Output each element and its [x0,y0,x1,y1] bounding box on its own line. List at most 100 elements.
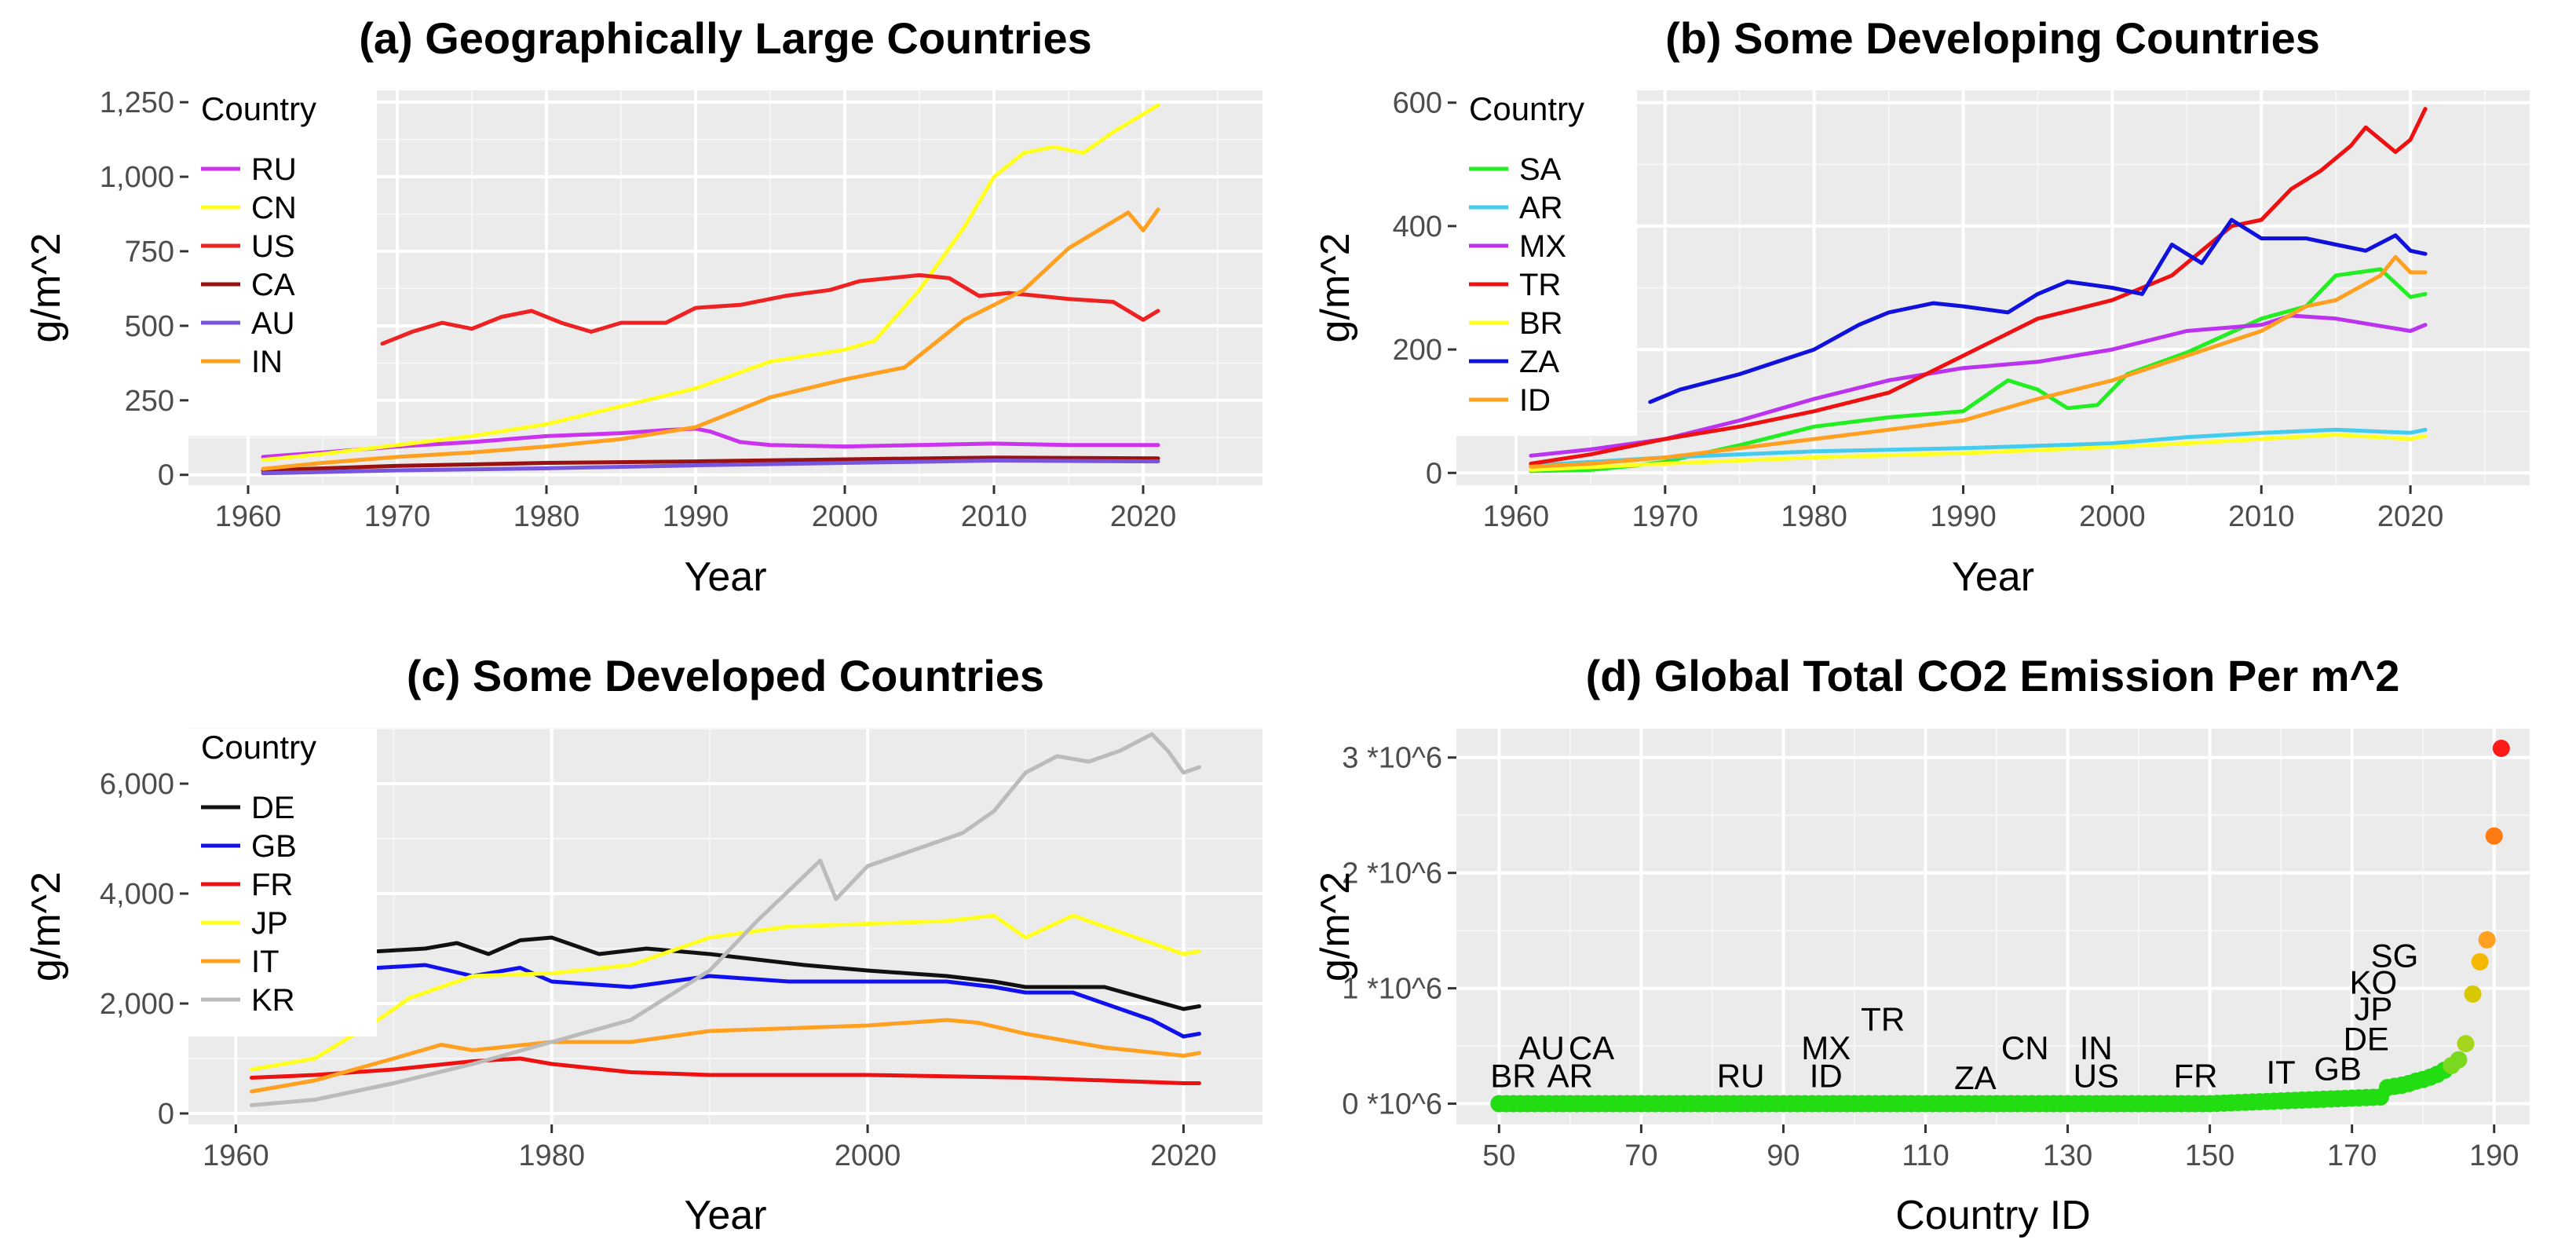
x-axis-label: Year [1952,554,2034,600]
y-tick-label: 1,000 [100,161,174,194]
x-tick-label: 2020 [1150,1139,1217,1172]
chart-title: (d) Global Total CO2 Emission Per m^2 [1586,651,2400,700]
series-line-cn [261,103,1160,462]
annotation-it: IT [2266,1054,2295,1091]
data-point [2485,827,2503,845]
x-tick-label: 2010 [2228,500,2295,533]
x-tick-label: 2000 [2079,500,2146,533]
legend-label-ru: RU [251,152,297,187]
series-line-fr [250,1056,1201,1085]
panel-d: 50 70 90 110 130 150 170 190 0 *10^6 1 *10^6 2 *10… [1313,651,2530,1238]
y-tick-label: 6,000 [100,768,174,801]
data-layer [1529,107,2428,473]
annotation-de: DE [2344,1020,2389,1057]
series-line-ru [261,426,1160,459]
x-axis-label: Year [684,554,766,600]
y-axis-label: g/m^2 [24,872,69,982]
x-tick-label: 2000 [812,500,879,533]
annotation-au: AU [1518,1029,1564,1066]
legend-label-au: AU [251,306,295,341]
legend-label-it: IT [251,945,280,979]
x-tick-label: 110 [1902,1139,1949,1172]
panel-c: 1960 1980 2000 2020 0 2,000 4,000 6,000 Country D… [24,651,1262,1238]
y-tick-label: 2 *10^6 [1342,857,1442,890]
x-tick-label: 1980 [1781,500,1847,533]
x-tick-label: 1970 [364,500,431,533]
legend-label-kr: KR [251,983,295,1018]
legend-label-in: IN [251,345,283,379]
legend-title: Country [1469,90,1584,127]
x-tick-label: 1960 [215,500,282,533]
y-tick-label: 400 [1393,210,1442,243]
data-point [2471,952,2489,971]
x-tick-label: 90 [1767,1139,1800,1172]
annotation-ko: KO [2349,963,2397,1000]
x-axis-label: Country ID [1895,1193,2091,1238]
y-tick-label: 0 [158,459,174,492]
y-axis-label: g/m^2 [24,232,69,342]
legend-label-gb: GB [251,829,297,864]
series-line-de [375,935,1201,1011]
x-tick-label: 190 [2469,1139,2519,1172]
chart-title: (c) Some Developed Countries [407,651,1044,700]
series-line-sa [1529,267,2428,473]
legend-label-id: ID [1519,383,1551,418]
annotation-us: US [2074,1057,2119,1094]
annotation-ar: AR [1547,1057,1593,1094]
x-tick-label: 1990 [663,500,729,533]
annotation-cn: CN [2001,1029,2049,1066]
legend-label-za: ZA [1519,345,1559,379]
legend-box [1456,90,1637,436]
y-tick-label: 4,000 [100,878,174,911]
annotation-gb: GB [2314,1050,2362,1087]
x-tick-label: 150 [2185,1139,2234,1172]
y-tick-label: 2,000 [100,988,174,1021]
series-line-it [250,1018,1201,1094]
y-tick-label: 200 [1393,334,1442,367]
x-tick-label: 170 [2327,1139,2377,1172]
data-layer [1490,739,2510,1113]
annotation-za: ZA [1954,1059,1997,1096]
series-line-au [261,459,1160,476]
x-tick-label: 1980 [513,500,580,533]
series-line-za [1648,218,2428,404]
legend-label-ca: CA [251,268,295,302]
x-tick-label: 2020 [2377,500,2444,533]
annotation-mx: MX [1801,1029,1851,1066]
legend-label-de: DE [251,791,295,825]
x-tick-label: 130 [2043,1139,2092,1172]
panel-a: 1960 1970 1980 1990 2000 2010 2020 0 250 500 750 1,… [24,13,1262,600]
x-tick-label: 2000 [835,1139,901,1172]
legend-label-br: BR [1519,306,1563,341]
series-line-id [1529,254,2428,469]
series-line-ca [261,455,1160,473]
x-tick-label: 1980 [518,1139,585,1172]
x-tick-label: 2010 [961,500,1028,533]
series-line-mx [1529,313,2428,458]
chart-title: (a) Geographically Large Countries [359,13,1092,63]
x-tick-label: 1960 [203,1139,269,1172]
y-tick-label: 1 *10^6 [1342,973,1442,1006]
series-line-tr [1529,107,2428,466]
legend-label-fr: FR [251,868,293,902]
legend-label-cn: CN [251,191,297,225]
data-layer [250,732,1201,1107]
series-line-jp [250,913,1201,1072]
y-tick-label: 1,250 [100,86,174,119]
legend-label-sa: SA [1519,152,1562,187]
annotation-br: BR [1490,1057,1536,1094]
series-line-ar [1529,427,2428,468]
legend-box [188,90,377,436]
series-line-gb [375,963,1201,1039]
annotation-id: ID [1810,1057,1843,1094]
data-point [2492,739,2510,757]
y-tick-label: 0 [1426,457,1442,490]
annotation-ru: RU [1717,1057,1765,1094]
legend-label-tr: TR [1519,268,1561,302]
data-point [2450,1051,2468,1069]
data-point [2478,930,2496,949]
panel-b: 1960 1970 1980 1990 2000 2010 2020 0 200 400 600 Co… [1313,13,2530,600]
legend-label-ar: AR [1519,191,1563,225]
